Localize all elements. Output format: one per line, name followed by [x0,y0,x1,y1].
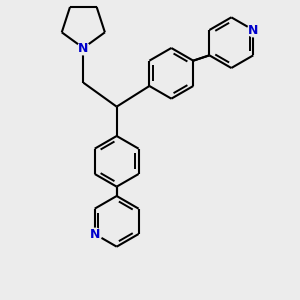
Text: N: N [89,227,100,241]
Text: N: N [78,41,88,55]
Text: N: N [248,23,259,37]
